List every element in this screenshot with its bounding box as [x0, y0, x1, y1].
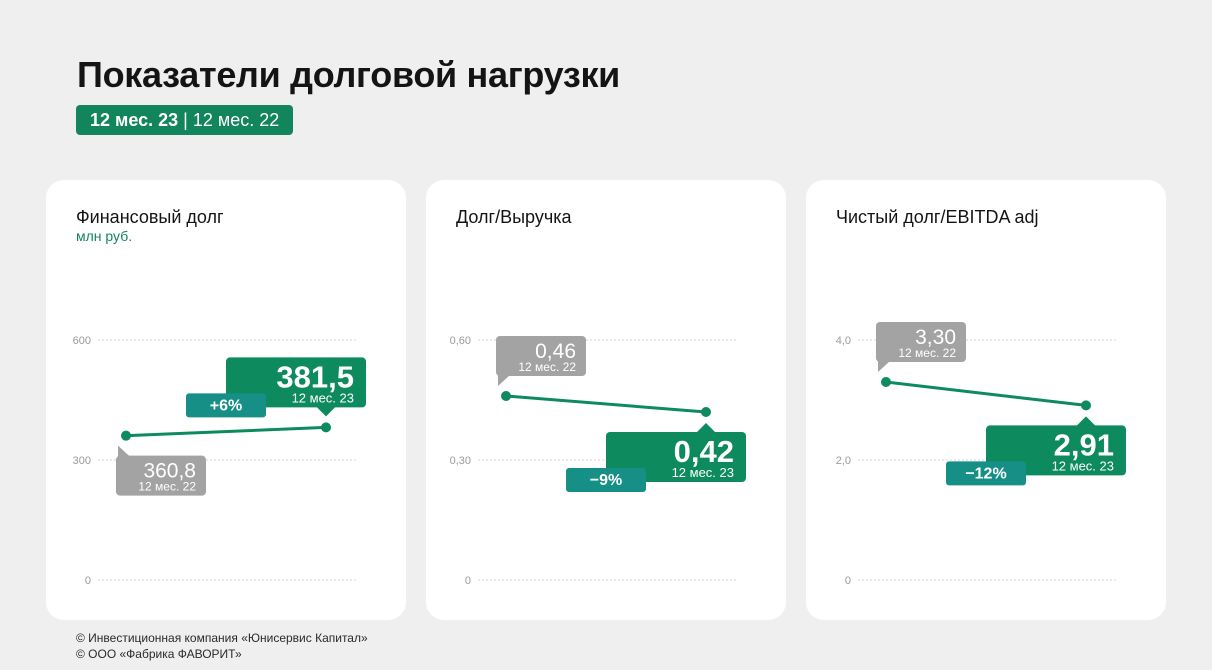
chart-card-debt-revenue: Долг/Выручка 0 0,30 0,60 0,46 12 мес. 22 0,42… [426, 180, 786, 620]
callout-previous [496, 336, 586, 376]
callout-pointer [498, 375, 510, 386]
data-point-previous [501, 391, 511, 401]
data-point-current [701, 407, 711, 417]
chart-title: Чистый долг/EBITDA adj [836, 207, 1039, 227]
y-tick-label: 2,0 [836, 455, 851, 467]
current-period-label: 12 мес. 23 [292, 390, 354, 405]
chart-card-financial-debt: Финансовый долг млн руб. 0 300 600 360,8 12 … [46, 180, 406, 620]
series-line [885, 380, 1087, 407]
change-badge [186, 393, 266, 418]
footer-copyright-2: © ООО «Фабрика ФАВОРИТ» [76, 647, 242, 661]
chart-card-net-debt-ebitda: Чистый долг/EBITDA adj 0 2,0 4,0 3,30 12 мес… [806, 180, 1166, 620]
y-tick-label: 0 [845, 575, 851, 587]
data-point-previous [881, 377, 891, 387]
data-point-current [321, 422, 331, 433]
period-current: 12 мес. 23 [90, 109, 179, 130]
previous-period-label: 12 мес. 22 [138, 480, 196, 494]
current-value-label: 2,91 [1054, 427, 1114, 462]
period-previous: 12 мес. 22 [192, 109, 280, 130]
y-tick-label: 4,0 [836, 335, 851, 347]
callout-pointer [118, 445, 130, 457]
change-badge [566, 468, 646, 492]
period-badge: 12 мес. 23 | 12 мес. 22 [76, 105, 294, 135]
change-label: −12% [965, 465, 1006, 482]
change-label: −9% [590, 472, 622, 489]
callout-previous [876, 322, 966, 362]
y-tick-label: 0 [85, 575, 91, 587]
y-tick-label: 0,30 [450, 455, 471, 467]
change-badge [946, 461, 1026, 486]
y-tick-label: 0 [465, 575, 471, 587]
callout-pointer [316, 406, 336, 417]
callout-pointer [878, 361, 890, 372]
chart-title: Финансовый долг [76, 207, 224, 227]
previous-value-label: 360,8 [143, 460, 196, 483]
current-period-label: 12 мес. 23 [672, 465, 734, 480]
y-tick-label: 0,60 [450, 335, 471, 347]
current-value-label: 381,5 [276, 359, 354, 394]
current-value-label: 0,42 [674, 434, 734, 469]
series-line [505, 394, 707, 414]
y-tick-label: 300 [73, 455, 91, 467]
chart-financial-debt: 0 300 600 360,812 мес. 22 381,512 мес. 23 +6% [73, 335, 366, 587]
previous-value-label: 0,46 [535, 340, 576, 363]
previous-period-label: 12 мес. 22 [518, 360, 576, 374]
current-period-label: 12 мес. 23 [1052, 458, 1114, 473]
series-line [125, 425, 327, 438]
chart-title: Долг/Выручка [456, 207, 572, 227]
previous-value-label: 3,30 [915, 326, 956, 349]
footer-copyright-1: © Инвестиционная компания «Юнисервис Кап… [76, 631, 368, 645]
data-point-previous [121, 430, 131, 441]
callout-pointer [696, 423, 716, 433]
previous-period-label: 12 мес. 22 [898, 346, 956, 360]
page-title: Показатели долговой нагрузки [77, 54, 621, 95]
data-point-current [1081, 400, 1091, 411]
chart-unit: млн руб. [76, 228, 133, 244]
callout-previous [116, 455, 206, 496]
y-tick-label: 600 [73, 335, 91, 347]
period-separator: | [183, 109, 188, 130]
callout-pointer [1076, 416, 1096, 427]
change-label: +6% [210, 397, 242, 414]
